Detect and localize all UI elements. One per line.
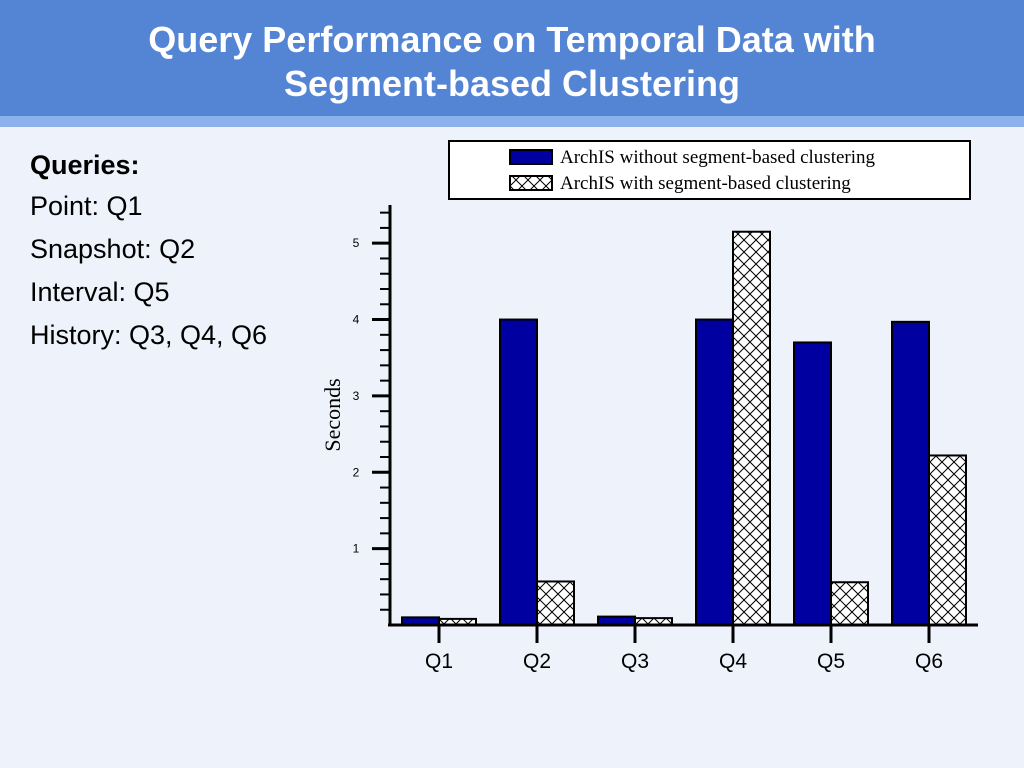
x-tick-label-q3: Q3 bbox=[621, 650, 649, 673]
slide-title-line-2: Segment-based Clustering bbox=[283, 63, 741, 104]
query-item-history: History: Q3, Q4, Q6 bbox=[30, 320, 268, 350]
chart-legend: ArchIS without segment-based clustering A… bbox=[448, 140, 971, 200]
y-tick-label-4: 4 bbox=[353, 313, 360, 327]
bar-q5-series-2 bbox=[830, 581, 869, 627]
y-tick-label-5: 5 bbox=[353, 236, 360, 250]
y-tick-label-1: 1 bbox=[353, 542, 360, 556]
bar-q4-series-2 bbox=[732, 230, 771, 627]
bar-q5-series-1 bbox=[793, 341, 832, 626]
legend-label-series-2: ArchIS with segment-based clustering bbox=[560, 173, 851, 194]
slide-title: Query Performance on Temporal Data with … bbox=[0, 0, 1024, 116]
x-tick-label-q2: Q2 bbox=[523, 650, 551, 673]
chart-bars bbox=[401, 230, 967, 627]
header-accent-stripe bbox=[0, 116, 1024, 127]
bar-q4-series-1 bbox=[695, 318, 734, 626]
bar-q6-series-2 bbox=[928, 454, 967, 626]
y-axis-label: Seconds bbox=[320, 378, 345, 451]
chart-axes: Q1 Q2 Q3 Q4 Q5 Q6 1 2 3 4 5 Seconds bbox=[320, 205, 978, 673]
bar-q6-series-1 bbox=[891, 320, 930, 626]
y-tick-label-3: 3 bbox=[353, 389, 360, 403]
query-item-point: Point: Q1 bbox=[30, 191, 143, 221]
legend-label-series-1: ArchIS without segment-based clustering bbox=[560, 147, 876, 168]
slide-title-line-1: Query Performance on Temporal Data with bbox=[148, 19, 876, 60]
legend-swatch-series-2 bbox=[509, 175, 553, 191]
x-tick-label-q5: Q5 bbox=[817, 650, 845, 673]
legend-swatch-series-1 bbox=[509, 149, 553, 165]
x-tick-label-q6: Q6 bbox=[915, 650, 943, 673]
bar-q2-series-2 bbox=[536, 580, 575, 626]
x-tick-label-q4: Q4 bbox=[719, 650, 747, 673]
query-item-snapshot: Snapshot: Q2 bbox=[30, 234, 196, 264]
x-tick-label-q1: Q1 bbox=[425, 650, 453, 673]
queries-list: Queries: Point: Q1 Snapshot: Q2 Interval… bbox=[30, 150, 320, 363]
y-tick-label-2: 2 bbox=[353, 465, 360, 479]
query-item-interval: Interval: Q5 bbox=[30, 277, 170, 307]
bar-q2-series-1 bbox=[499, 318, 538, 626]
queries-heading: Queries: bbox=[30, 150, 140, 180]
